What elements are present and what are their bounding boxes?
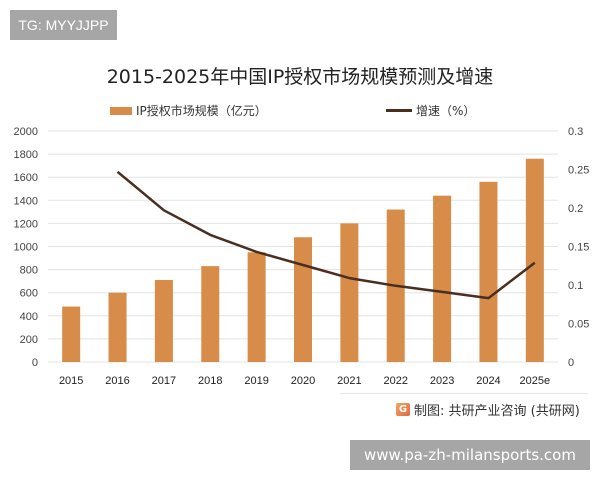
bar-2015 [62,306,81,362]
x-tick-label: 2025e [520,375,551,387]
x-tick-label: 2022 [383,375,407,387]
y-left-tick-label: 1600 [14,172,38,184]
bar-2019 [247,252,266,362]
bar-2025e [525,158,544,362]
legend-bar-label: IP授权市场规模（亿元） [136,104,267,118]
y-left-tick-label: 600 [20,288,38,300]
y-right-tick-label: 0.05 [568,319,589,331]
chart-title: 2015-2025年中国IP授权市场规模预测及增速 [106,66,494,88]
x-tick-label: 2020 [291,375,315,387]
y-left-tick-label: 1200 [14,218,38,230]
legend-bar-swatch [110,106,132,115]
y-right-tick-label: 0 [568,357,574,369]
y-left-tick-label: 1800 [14,149,38,161]
x-tick-label: 2024 [476,375,500,387]
y-left-tick-label: 400 [20,311,38,323]
x-tick-label: 2019 [244,375,268,387]
source-note: 制图: 共研产业咨询 (共研网) [414,404,580,419]
legend-item-line: 增速（%） [386,102,475,119]
bar-2024 [479,181,498,362]
y-left-tick-label: 2000 [14,126,38,138]
bar-2023 [433,195,452,362]
x-tick-label: 2015 [59,375,83,387]
bar-2020 [294,237,312,362]
watermark-url: www.pa-zh-milansports.com [350,440,590,470]
y-right-tick-label: 0.15 [568,242,589,254]
legend-line-label: 增速（%） [416,104,476,118]
legend-line-swatch [386,109,412,112]
x-tick-label: 2023 [430,375,454,387]
x-tick-label: 2016 [105,375,129,387]
y-left-tick-label: 1000 [14,242,38,254]
y-left-tick-label: 0 [32,357,38,369]
y-right-tick-label: 0.25 [568,165,589,177]
tg-tag: TG: MYYJJPP [10,10,117,40]
y-left-tick-label: 800 [20,265,38,277]
y-left-tick-label: 1400 [14,195,38,207]
bar-2018 [201,266,220,362]
gongyan-logo-icon: G [396,403,410,416]
bar-2021 [340,223,359,362]
y-right-tick-label: 0.3 [568,126,583,138]
y-right-tick-label: 0.1 [568,280,583,292]
bar-2017 [154,279,173,362]
x-tick-label: 2021 [337,375,361,387]
growth-rate-line [116,170,536,300]
y-right-tick-label: 0.2 [568,203,583,215]
x-tick-label: 2017 [152,375,176,387]
y-left-tick-label: 200 [20,334,38,346]
bar-2016 [108,292,127,362]
legend-item-bar: IP授权市场规模（亿元） [110,102,267,119]
x-tick-label: 2018 [198,375,222,387]
footer-divider [340,393,588,394]
